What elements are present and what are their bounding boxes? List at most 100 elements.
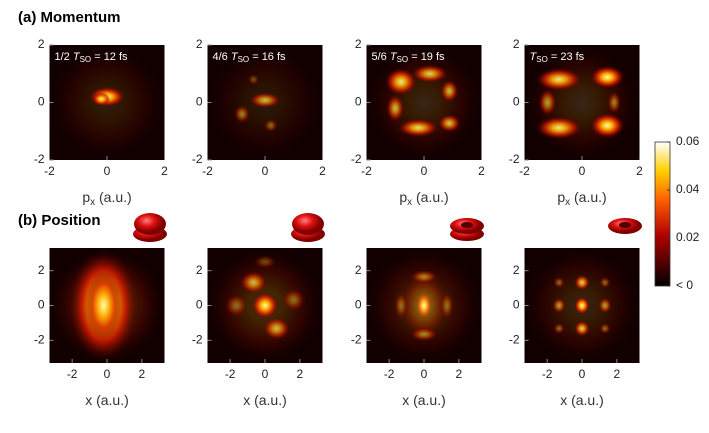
x-axis-label: px (a.u.) — [557, 189, 606, 208]
section-label: (b) Position — [18, 212, 101, 229]
x-axis-label: px (a.u.) — [82, 189, 131, 208]
heatmap — [49, 248, 165, 363]
x-label-main: x — [402, 392, 409, 408]
y-tick-label: 2 — [513, 263, 520, 277]
intensity-blob — [282, 288, 306, 312]
x-label-unit: (a.u.) — [409, 392, 446, 408]
heatmap — [524, 248, 640, 363]
x-label-main: p — [557, 189, 565, 205]
panel: -2 0 2 -2 0 2 px (a.u.) 1/2 TSO = 12 fs — [34, 37, 168, 207]
intensity-blob — [599, 322, 611, 335]
period-symbol: T — [390, 51, 398, 63]
x-label-sub: x — [90, 197, 95, 208]
heatmap — [524, 45, 640, 160]
period-subscript: SO — [238, 55, 250, 64]
x-tick-label: 2 — [614, 367, 621, 381]
y-tick-label: 2 — [196, 263, 203, 277]
colorbar-tick-label: 0.04 — [676, 182, 700, 196]
period-symbol: T — [530, 51, 538, 63]
x-tick-label: -2 — [44, 164, 55, 178]
period-subscript: SO — [80, 55, 92, 64]
intensity-blob — [263, 118, 278, 133]
y-tick-label: 0 — [38, 298, 45, 312]
panel: -2 0 2 -2 0 2 4/6 TSO = 16 fs — [192, 37, 326, 178]
x-axis-label: x (a.u.) — [560, 392, 604, 408]
x-axis-label: x (a.u.) — [402, 392, 446, 408]
period-subscript: SO — [536, 55, 548, 64]
x-tick-label: 2 — [139, 367, 146, 381]
x-label-unit: (a.u.) — [412, 189, 449, 205]
period-subscript: SO — [397, 55, 409, 64]
y-tick-label: 0 — [513, 298, 520, 312]
heatmap — [207, 248, 323, 363]
y-tick-label: 2 — [38, 263, 45, 277]
icon-upper — [134, 213, 166, 235]
intensity-blob — [86, 271, 121, 340]
period-symbol: T — [73, 51, 81, 63]
colorbar — [654, 141, 671, 287]
intensity-blob — [247, 73, 260, 86]
y-tick-label: -2 — [351, 152, 362, 166]
panel: -2 0 2 -2 0 2 px (a.u.) TSO = 23 fs — [509, 37, 643, 207]
shape-icon — [291, 213, 325, 242]
y-tick-label: -2 — [34, 333, 45, 347]
x-tick-label: 0 — [104, 164, 111, 178]
panel: -2 0 2 -2 0 2 x (a.u.) — [192, 248, 323, 408]
panel: -2 0 2 -2 0 2 px (a.u.) 5/6 TSO = 19 fs — [351, 37, 485, 207]
y-tick-label: 0 — [196, 95, 203, 109]
intensity-blob — [248, 92, 282, 109]
x-label-unit: (a.u.) — [570, 189, 607, 205]
y-tick-label: 2 — [513, 37, 520, 51]
x-label-main: x — [85, 392, 92, 408]
intensity-blob — [253, 254, 277, 269]
intensity-blob — [599, 276, 611, 289]
x-tick-label: 0 — [579, 367, 586, 381]
x-tick-label: 2 — [456, 367, 463, 381]
shape-icon — [133, 213, 167, 242]
fraction: 5/6 — [372, 51, 390, 63]
y-tick-label: -2 — [509, 333, 520, 347]
intensity-blob — [607, 91, 622, 114]
x-tick-label: 2 — [478, 164, 485, 178]
y-tick-label: 0 — [196, 298, 203, 312]
x-label-sub: x — [565, 197, 570, 208]
icon-hole — [461, 222, 473, 228]
y-tick-label: -2 — [34, 152, 45, 166]
intensity-blob — [536, 116, 582, 140]
fraction: 4/6 — [213, 51, 231, 63]
y-tick-label: 0 — [513, 95, 520, 109]
x-tick-label: 0 — [262, 367, 269, 381]
colorbar-tick-label: 0.06 — [676, 134, 700, 148]
time-value: = 16 fs — [249, 51, 286, 63]
heatmap — [366, 45, 482, 160]
intensity-blob — [411, 64, 449, 83]
heatmap — [366, 248, 482, 363]
time-value: = 19 fs — [408, 51, 445, 63]
intensity-blob — [538, 88, 557, 117]
x-tick-label: 0 — [421, 164, 428, 178]
x-tick-label: 2 — [319, 164, 326, 178]
y-tick-label: 0 — [355, 95, 362, 109]
intensity-blob — [386, 94, 405, 123]
time-value: = 12 fs — [91, 51, 128, 63]
time-annotation: 1/2 TSO = 12 fs — [55, 51, 129, 64]
intensity-blob — [552, 297, 566, 314]
x-tick-label: 0 — [579, 164, 586, 178]
fraction: 1/2 — [55, 51, 73, 63]
x-tick-label: 2 — [161, 164, 168, 178]
intensity-blob — [92, 92, 111, 106]
x-tick-label: -2 — [519, 164, 530, 178]
y-tick-label: 2 — [355, 263, 362, 277]
time-value: = 23 fs — [548, 51, 585, 63]
intensity-blob — [397, 118, 439, 137]
y-tick-label: 0 — [355, 298, 362, 312]
intensity-blob — [262, 317, 291, 340]
x-tick-label: -2 — [361, 164, 372, 178]
x-tick-label: -2 — [202, 164, 213, 178]
x-tick-label: 0 — [262, 164, 269, 178]
intensity-blob — [590, 112, 625, 139]
colorbar-tick-label: < 0 — [676, 278, 693, 292]
time-annotation: 4/6 TSO = 16 fs — [213, 51, 287, 64]
colorbar-tick-label: 0.02 — [676, 230, 700, 244]
